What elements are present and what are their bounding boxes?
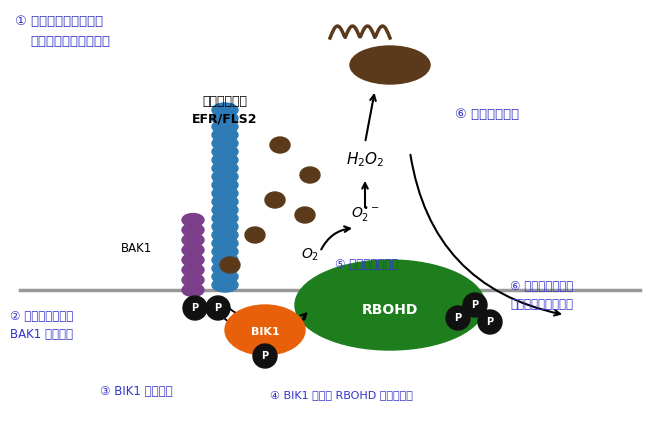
Text: ⑤ 活性酸素の生成: ⑤ 活性酸素の生成 [335, 258, 398, 271]
Ellipse shape [212, 220, 238, 234]
Ellipse shape [212, 245, 238, 259]
Ellipse shape [212, 261, 238, 275]
Ellipse shape [212, 212, 238, 225]
Text: ④ BIK1 による RBOHD のリン酸化: ④ BIK1 による RBOHD のリン酸化 [270, 390, 413, 400]
Ellipse shape [245, 227, 265, 243]
Text: 免疫センサー: 免疫センサー [203, 95, 248, 108]
Ellipse shape [182, 284, 204, 296]
Text: ② 免疫センサーと: ② 免疫センサーと [10, 310, 73, 323]
Ellipse shape [212, 228, 238, 242]
Ellipse shape [182, 243, 204, 257]
Text: P: P [471, 300, 478, 310]
Ellipse shape [225, 305, 305, 355]
Ellipse shape [212, 111, 238, 125]
Text: BAK1: BAK1 [121, 242, 152, 254]
Ellipse shape [212, 145, 238, 159]
Ellipse shape [212, 161, 238, 175]
Ellipse shape [212, 186, 238, 200]
Text: EFR/FLS2: EFR/FLS2 [192, 112, 258, 125]
Ellipse shape [212, 278, 238, 292]
Ellipse shape [295, 207, 315, 223]
Text: P: P [454, 313, 462, 323]
Text: $O_2^{\bullet -}$: $O_2^{\bullet -}$ [350, 206, 380, 224]
Ellipse shape [212, 194, 238, 208]
Ellipse shape [212, 270, 238, 284]
Ellipse shape [270, 137, 290, 153]
Text: P: P [214, 303, 222, 313]
Ellipse shape [212, 203, 238, 217]
Ellipse shape [182, 274, 204, 287]
Text: P: P [486, 317, 493, 327]
Circle shape [463, 293, 487, 317]
Circle shape [183, 296, 207, 320]
Ellipse shape [350, 46, 430, 84]
Ellipse shape [212, 253, 238, 267]
Ellipse shape [300, 167, 320, 183]
Text: ① 免疫センサーによる: ① 免疫センサーによる [15, 15, 103, 28]
Text: $O_2$: $O_2$ [301, 247, 319, 263]
Ellipse shape [212, 136, 238, 150]
Ellipse shape [182, 253, 204, 267]
Ellipse shape [212, 236, 238, 250]
Ellipse shape [295, 260, 485, 350]
Ellipse shape [212, 178, 238, 192]
Circle shape [253, 344, 277, 368]
Text: さらなる感染の阻止: さらなる感染の阻止 [510, 298, 573, 311]
Text: BAK1 の活性化: BAK1 の活性化 [10, 328, 73, 341]
Circle shape [446, 306, 470, 330]
Ellipse shape [182, 223, 204, 236]
Text: ③ BIK1 の活性化: ③ BIK1 の活性化 [100, 385, 173, 398]
Text: $H_2O_2$: $H_2O_2$ [346, 151, 384, 170]
Text: P: P [261, 351, 268, 361]
Text: RBOHD: RBOHD [362, 303, 418, 317]
Text: P: P [192, 303, 198, 313]
Circle shape [206, 296, 230, 320]
Ellipse shape [265, 192, 285, 208]
Text: 病原菌由来物質の認識: 病原菌由来物質の認識 [30, 35, 110, 48]
Circle shape [478, 310, 502, 334]
Text: ⑥ 病原菌を攻撃: ⑥ 病原菌を攻撃 [455, 108, 519, 121]
Ellipse shape [212, 153, 238, 167]
Ellipse shape [182, 264, 204, 277]
Ellipse shape [212, 120, 238, 134]
Ellipse shape [220, 257, 240, 273]
Text: BIK1: BIK1 [251, 327, 280, 337]
Ellipse shape [182, 233, 204, 246]
Ellipse shape [212, 170, 238, 184]
Ellipse shape [212, 128, 238, 142]
Ellipse shape [182, 214, 204, 226]
Text: ⑥ 気孔閉鎖による: ⑥ 気孔閉鎖による [510, 280, 573, 293]
Ellipse shape [212, 103, 238, 117]
